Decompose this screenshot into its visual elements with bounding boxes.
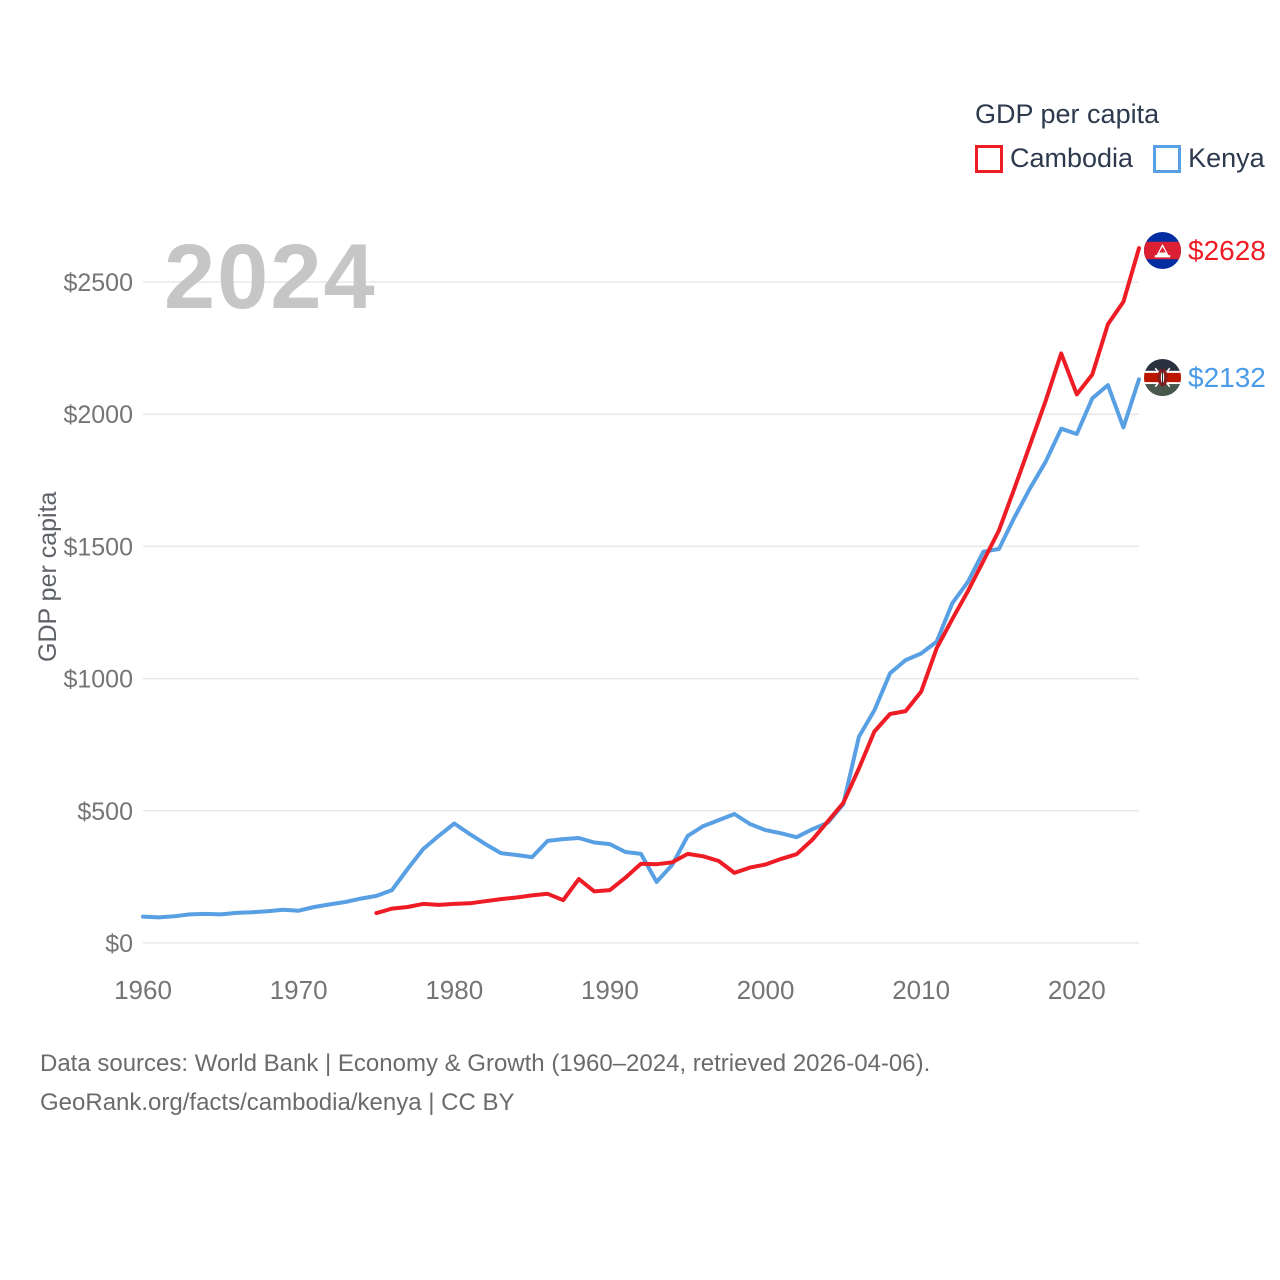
legend-item-label: Cambodia — [1010, 143, 1134, 173]
footer-sources-line: Data sources: World Bank | Economy & Gro… — [40, 1050, 931, 1077]
kenya-swatch-icon — [1153, 144, 1182, 173]
x-tick-label: 1990 — [581, 975, 639, 1005]
y-tick-label: $500 — [77, 798, 133, 826]
cambodia-swatch-icon — [975, 144, 1003, 173]
legend-title: GDP per capita — [975, 99, 1160, 129]
kenya-line — [141, 377, 1141, 920]
kenya-flag-icon — [1144, 359, 1181, 396]
data-source-footer: Data sources: World Bank | Economy & Gro… — [40, 1044, 930, 1122]
x-tick-label: 2020 — [1048, 975, 1106, 1005]
gridlines — [143, 281, 1139, 944]
y-tick-label: $1500 — [63, 533, 133, 561]
legend-item-cambodia: Cambodia — [975, 143, 1133, 174]
kenya-end-value: $2132 — [1188, 361, 1266, 393]
axis-tick-labels: $0 $500 $1000 $1500 $2000 $2500 1960 1970 1980 19… — [63, 269, 1105, 1005]
y-tick-label: $2000 — [63, 401, 133, 429]
cambodia-end-value: $2628 — [1188, 234, 1266, 266]
y-tick-label: $1000 — [63, 666, 133, 694]
year-watermark: 2024 — [164, 226, 377, 328]
y-axis-title: GDP per capita — [34, 491, 62, 662]
cambodia-flag-icon — [1144, 232, 1181, 269]
cambodia-end-label: $2628 — [1144, 232, 1266, 269]
cambodia-line — [374, 246, 1141, 916]
legend-item-kenya: Kenya — [1153, 143, 1265, 174]
x-tick-label: 1970 — [270, 975, 328, 1005]
legend-items: Cambodia Kenya — [975, 143, 1265, 174]
x-tick-label: 2010 — [892, 975, 950, 1005]
y-tick-label: $0 — [105, 930, 133, 958]
footer-url-line: GeoRank.org/facts/cambodia/kenya | CC BY — [40, 1089, 515, 1116]
x-tick-label: 2000 — [737, 975, 795, 1005]
legend: GDP per capita Cambodia Kenya — [975, 99, 1265, 174]
legend-item-label: Kenya — [1188, 143, 1265, 173]
y-tick-label: $2500 — [63, 269, 133, 297]
x-tick-label: 1960 — [114, 975, 172, 1005]
kenya-end-label: $2132 — [1144, 359, 1266, 396]
x-tick-label: 1980 — [425, 975, 483, 1005]
